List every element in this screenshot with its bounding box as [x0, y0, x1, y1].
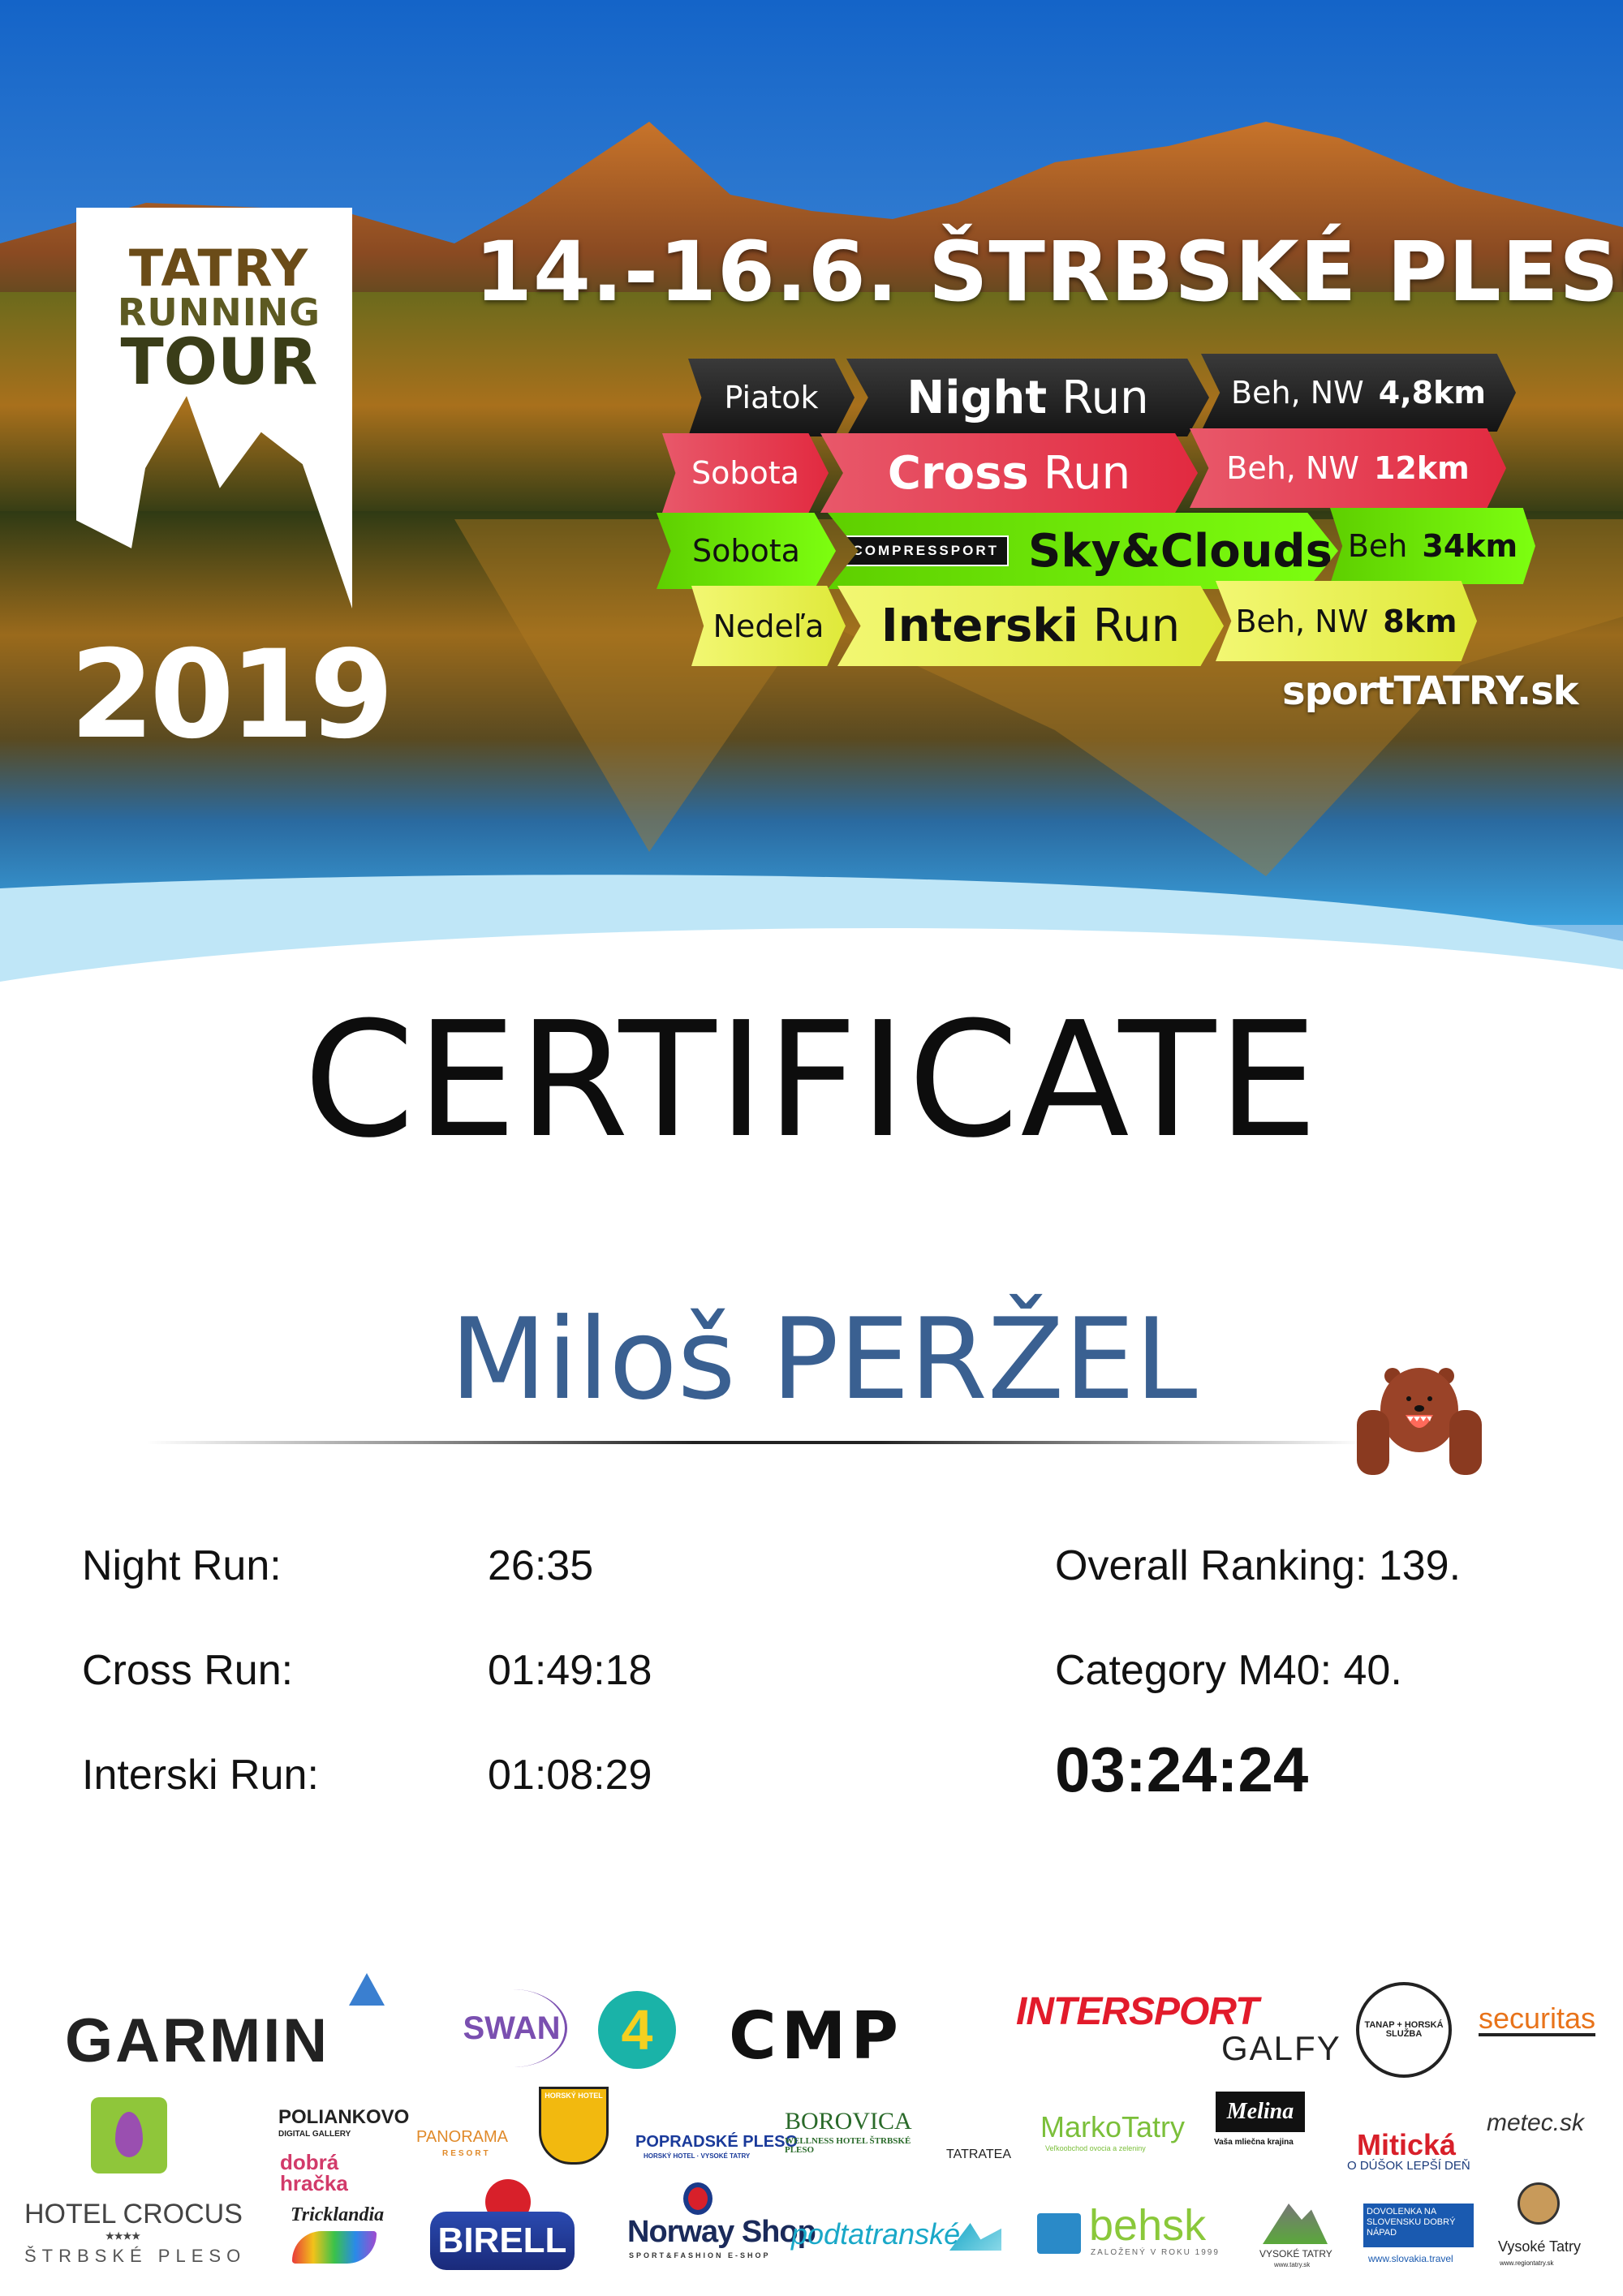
sponsor-miticka: Mitická	[1357, 2128, 1457, 2161]
region-sun-icon	[1518, 2182, 1560, 2225]
category-ranking: Category M40: 40.	[1055, 1647, 1402, 1694]
sponsor-tanap: TANAP + HORSKÁ SLUŽBA	[1356, 1982, 1452, 2078]
race-day: Nedeľa	[691, 586, 846, 666]
race-day: Sobota	[657, 513, 836, 589]
race-title-light: Run	[1092, 600, 1181, 652]
sponsor-hotel-crocus: HOTEL CROCUS	[24, 2199, 243, 2229]
sponsor-region: Vysoké Tatry	[1498, 2238, 1582, 2255]
race-title-bold: Night	[906, 371, 1048, 424]
sponsor-miticka-sub: O DÚŠOK LEPŠÍ DEŇ	[1347, 2159, 1470, 2173]
sponsor-markotatry: MarkoTatry	[1040, 2110, 1186, 2143]
race-type: Beh, NW	[1235, 603, 1369, 639]
sponsor-tatratea: TATRATEA	[946, 2148, 1011, 2161]
overall-ranking: Overall Ranking: 139.	[1055, 1542, 1462, 1589]
race-distance: Beh, NW 4,8km	[1201, 354, 1516, 432]
sponsor-borovica-sub: WELLNESS HOTEL ŠTRBSKÉ PLESO	[785, 2136, 911, 2155]
sponsor-slovakia: DOVOLENKA NA SLOVENSKU DOBRÝ NÁPAD	[1363, 2204, 1474, 2247]
sponsor-hotel-crocus-stars: ★★★★	[105, 2230, 141, 2242]
sponsor-dobra-hracka: dobrá hračka	[280, 2150, 348, 2195]
event-date-location: 14.-16.6. ŠTRBSKÉ PLESO	[475, 224, 1623, 320]
participant-name: Miloš PERŽEL	[450, 1294, 1198, 1425]
race-type: Beh	[1347, 528, 1408, 564]
race-distance: Beh 34km	[1330, 508, 1535, 584]
result-label: Night Run:	[82, 1542, 282, 1589]
sponsor-panorama: PANORAMA	[416, 2128, 508, 2146]
sponsor-poliankovo-sub: DIGITAL GALLERY	[278, 2130, 351, 2139]
name-underline	[146, 1441, 1363, 1444]
sponsor-birell: BIRELL	[430, 2212, 575, 2270]
garmin-triangle-icon	[349, 1973, 385, 2006]
sponsor-cmp: CMP	[729, 1998, 903, 2074]
race-type: Beh, NW	[1226, 450, 1359, 486]
race-title: Interski Run	[837, 586, 1224, 666]
behsk-runner-icon	[1037, 2213, 1081, 2254]
race-distance: Beh, NW 12km	[1190, 428, 1506, 508]
result-time: 01:49:18	[488, 1647, 652, 1694]
race-km: 12km	[1373, 450, 1470, 486]
sponsor-4ka: 4	[598, 1991, 676, 2069]
race-title-light: Run	[1061, 371, 1149, 424]
logo-line-1: TATRY	[128, 239, 310, 298]
race-title-light: Run	[1043, 446, 1131, 500]
race-title-bold: Interski	[880, 600, 1078, 652]
sponsor-tricklandia: Tricklandia	[291, 2204, 385, 2225]
sponsor-intersport: INTERSPORT	[1016, 1990, 1259, 2033]
sponsor-norway-sub: SPORT&FASHION E-SHOP	[629, 2251, 771, 2259]
norway-flag-icon	[683, 2182, 712, 2215]
race-title: Night Run	[846, 359, 1209, 436]
race-day: Piatok	[688, 359, 855, 436]
website-label: sportTATRY.sk	[1282, 669, 1579, 714]
sponsor-markotatry-sub: Veľkoobchod ovocia a zeleniny	[1045, 2144, 1146, 2152]
tricklandia-rainbow-icon	[292, 2231, 377, 2264]
race-distance: Beh, NW 8km	[1216, 581, 1477, 661]
sponsor-behsk: behsk	[1089, 2201, 1207, 2250]
sponsor-hotel-crocus-sub: ŠTRBSKÉ PLESO	[24, 2246, 247, 2266]
sponsor-melina-sub: Vaša mliečna krajina	[1214, 2138, 1294, 2147]
sponsor-region-sub: www.regiontatry.sk	[1500, 2259, 1554, 2267]
race-type: Beh, NW	[1231, 375, 1364, 411]
sponsor-metec: metec.sk	[1487, 2109, 1585, 2136]
tanap-text: TANAP + HORSKÁ SLUŽBA	[1364, 2020, 1444, 2039]
sponsor-norway-shop: Norway Shop	[627, 2215, 816, 2249]
race-title-bold: Sky&Clouds	[1028, 524, 1332, 578]
sponsor-swan: SWAN	[458, 1989, 567, 2067]
result-label: Cross Run:	[82, 1647, 294, 1694]
total-time: 03:24:24	[1055, 1734, 1309, 1805]
event-year: 2019	[70, 625, 394, 766]
sponsor-horsky-hotel: HORSKÝ HOTEL	[539, 2087, 609, 2165]
race-km: 8km	[1383, 603, 1457, 639]
race-km: 4,8km	[1378, 375, 1486, 411]
certificate-title: CERTIFICATE	[304, 988, 1319, 1173]
logo-line-3: TOUR	[120, 326, 318, 399]
bear-icon	[1357, 1368, 1482, 1475]
sponsor-borovica: BOROVICA	[785, 2108, 912, 2135]
sponsor-name: COMPRESSPORT	[852, 543, 999, 558]
sponsor-behsk-sub: ZALOŽENÝ V ROKU 1999	[1091, 2248, 1220, 2257]
logo-line-2: RUNNING	[117, 290, 321, 334]
sponsor-popradske-sub: HORSKÝ HOTEL · VYSOKÉ TATRY	[644, 2152, 751, 2160]
sponsor-slovakia-sub: www.slovakia.travel	[1368, 2253, 1453, 2264]
race-title: Cross Run	[820, 433, 1198, 513]
sponsor-poliankovo: POLIANKOVO	[278, 2106, 410, 2128]
race-title-bold: Cross	[887, 446, 1029, 500]
vysoke-tatry-mountain-icon	[1263, 2204, 1328, 2244]
sponsor-melina: Melina	[1216, 2092, 1305, 2132]
sponsor-podtatranske: podtatranské	[791, 2217, 961, 2251]
sponsor-garmin: GARMIN	[65, 2006, 330, 2075]
race-km: 34km	[1422, 528, 1518, 564]
sponsor-securitas: securitas	[1479, 2001, 1596, 2036]
event-logo-text: TATRY RUNNING TOUR	[97, 239, 341, 399]
sponsor-galfy: GALFY	[1221, 2029, 1341, 2067]
result-time: 26:35	[488, 1542, 594, 1589]
sponsor-panorama-sub: RESORT	[442, 2149, 491, 2158]
race-day: Sobota	[662, 433, 829, 513]
sponsor-vysoke-tatry-sub: www.tatry.sk	[1274, 2261, 1311, 2268]
result-label: Interski Run:	[82, 1752, 319, 1799]
sponsor-vysoke-tatry: VYSOKÉ TATRY	[1259, 2248, 1332, 2259]
sponsor-popradske-pleso: POPRADSKÉ PLESO	[635, 2133, 799, 2151]
result-time: 01:08:29	[488, 1752, 652, 1799]
crocus-flower-icon	[91, 2097, 167, 2173]
